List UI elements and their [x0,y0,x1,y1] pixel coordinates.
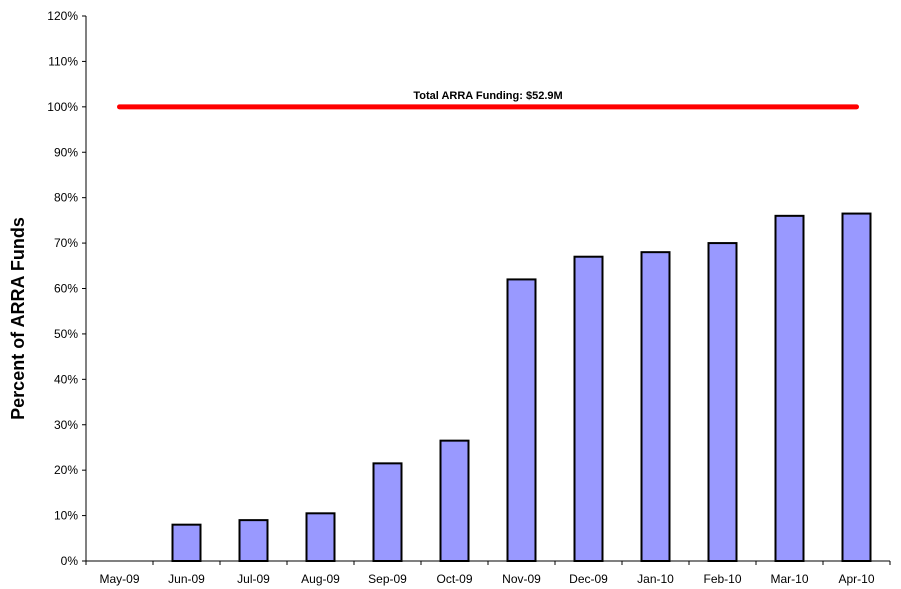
y-tick-label: 90% [54,145,78,159]
bar-nov-09 [506,278,537,562]
y-tick-label: 70% [54,236,78,250]
x-tick-label: Mar-10 [770,572,808,586]
x-tick-label: May-09 [99,572,139,586]
x-tick-label: Feb-10 [703,572,741,586]
bar-dec-09 [573,255,604,562]
x-tick-label: Apr-10 [838,572,874,586]
y-tick-label: 110% [48,54,78,68]
y-tick-label: 40% [54,372,78,386]
y-tick-label: 120% [47,9,78,23]
bar-sep-09 [372,462,403,562]
bar-jun-09 [171,523,202,563]
y-tick-label: 60% [54,282,78,296]
x-tick-label: Oct-09 [436,572,472,586]
y-tick-label: 20% [54,463,78,477]
y-tick-label: 30% [54,418,78,432]
bar-jul-09 [238,519,269,562]
y-tick-label: 10% [54,509,78,523]
total-funding-label: Total ARRA Funding: $52.9M [413,90,562,102]
bars [171,212,872,563]
x-tick-label: Dec-09 [569,572,608,586]
x-tick-label: Jun-09 [168,572,205,586]
bar-feb-10 [707,242,738,562]
y-axis-title: Percent of ARRA Funds [8,217,28,420]
bar-apr-10 [841,212,872,562]
x-tick-label: Sep-09 [368,572,407,586]
y-axis-ticks: 0% 10% 20% 30% 40% 50% 60% 70% 80% 90% 100% 110% 120… [47,9,86,568]
x-tick-label: Jan-10 [637,572,674,586]
bar-jan-10 [640,251,671,563]
y-tick-label: 80% [54,191,78,205]
x-tick-label: Nov-09 [502,572,541,586]
y-tick-label: 100% [47,100,78,114]
x-tick-label: Jul-09 [237,572,270,586]
bar-oct-09 [439,439,470,563]
x-axis-ticks: May-09 Jun-09 Jul-09 Aug-09 Sep-09 Oct-09 Nov-… [85,561,891,586]
bar-aug-09 [305,512,336,562]
y-tick-label: 0% [61,554,79,568]
y-tick-label: 50% [54,327,78,341]
bar-mar-10 [774,214,805,562]
x-tick-label: Aug-09 [301,572,340,586]
